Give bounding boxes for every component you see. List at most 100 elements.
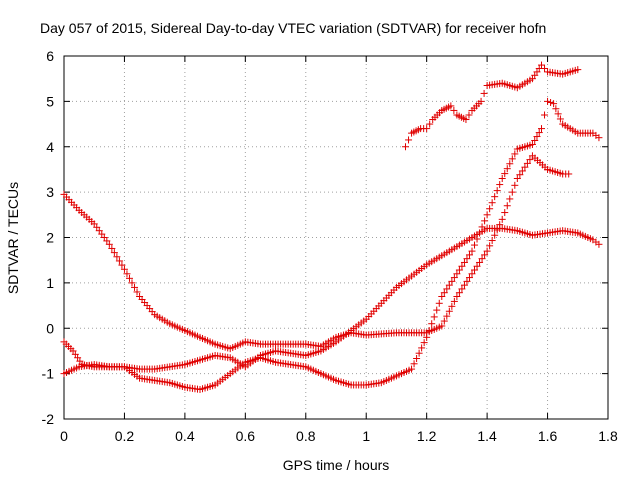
data-point — [535, 129, 543, 137]
y-tick-label: -1 — [42, 366, 55, 382]
data-point — [547, 99, 555, 107]
data-point — [503, 202, 511, 210]
data-point — [450, 297, 458, 305]
data-point — [501, 170, 509, 178]
data-point — [595, 134, 603, 142]
data-point — [506, 195, 514, 203]
data-point — [533, 133, 541, 141]
data-point — [574, 66, 582, 74]
data-point — [465, 251, 473, 259]
data-point — [426, 120, 434, 128]
data-point — [465, 274, 473, 282]
data-point — [450, 106, 458, 114]
data-point — [476, 258, 484, 266]
series-track-4 — [402, 61, 582, 151]
data-point — [531, 137, 539, 145]
data-point — [425, 327, 433, 335]
data-point — [526, 156, 534, 164]
data-point — [115, 257, 123, 265]
data-point — [488, 237, 496, 245]
x-axis-label: GPS time / hours — [283, 457, 390, 473]
data-point — [433, 306, 441, 314]
y-tick-label: 5 — [46, 93, 54, 109]
data-point — [443, 312, 451, 320]
data-point — [445, 281, 453, 289]
data-point — [465, 111, 473, 119]
x-tick-label: 0 — [60, 428, 68, 444]
data-point — [440, 317, 448, 325]
data-point — [478, 255, 486, 263]
data-point — [453, 270, 461, 278]
data-point — [481, 217, 489, 225]
data-point — [463, 255, 471, 263]
data-point — [108, 244, 116, 252]
x-tick-label: 0.4 — [175, 428, 195, 444]
data-point — [556, 115, 564, 123]
data-point — [491, 231, 499, 239]
data-point — [445, 307, 453, 315]
data-point — [462, 116, 470, 124]
data-point — [105, 240, 113, 248]
data-point — [518, 167, 526, 175]
data-point — [538, 125, 546, 133]
data-point — [508, 155, 516, 163]
data-markers — [60, 61, 603, 394]
series-track-2 — [60, 97, 603, 394]
x-tick-label: 0.8 — [296, 428, 316, 444]
data-point — [447, 102, 455, 110]
y-tick-label: 1 — [46, 275, 54, 291]
data-point — [528, 140, 536, 148]
data-point — [418, 344, 426, 352]
chart-title: Day 057 of 2015, Sidereal Day-to-day VTE… — [40, 20, 546, 36]
data-point — [110, 249, 118, 257]
data-point — [423, 333, 431, 341]
data-point — [440, 289, 448, 297]
data-point — [503, 165, 511, 173]
data-point — [460, 281, 468, 289]
data-point — [595, 240, 603, 248]
data-point — [402, 143, 410, 151]
data-point — [565, 170, 573, 178]
data-point — [498, 175, 506, 183]
data-point — [430, 313, 438, 321]
data-point — [420, 339, 428, 347]
data-point — [123, 270, 131, 278]
data-point — [443, 285, 451, 293]
y-axis-label: SDTVAR / TECUs — [5, 182, 21, 294]
x-tick-label: 1 — [362, 428, 370, 444]
data-point — [538, 61, 546, 69]
data-point — [460, 258, 468, 266]
data-point — [468, 247, 476, 255]
data-point — [552, 105, 560, 113]
data-point — [118, 261, 126, 269]
data-point — [523, 159, 531, 167]
series-track-1 — [60, 152, 573, 353]
data-point — [516, 171, 524, 179]
data-point — [473, 262, 481, 270]
data-point — [506, 160, 514, 168]
plot-frame — [63, 55, 609, 420]
data-point — [133, 288, 141, 296]
data-point — [458, 262, 466, 270]
x-tick-label: 0.6 — [236, 428, 256, 444]
data-point — [131, 283, 139, 291]
data-point — [410, 360, 418, 368]
y-tick-label: 2 — [46, 230, 54, 246]
data-point — [496, 181, 504, 189]
data-point — [435, 299, 443, 307]
x-tick-label: 1.4 — [477, 428, 497, 444]
data-point — [486, 242, 494, 250]
data-point — [128, 279, 136, 287]
data-point — [550, 100, 558, 108]
data-point — [125, 274, 133, 282]
data-point — [458, 285, 466, 293]
y-tick-label: 6 — [46, 48, 54, 64]
data-point — [541, 111, 549, 119]
data-point — [480, 89, 488, 97]
data-point — [508, 188, 516, 196]
data-point — [415, 349, 423, 357]
data-point — [450, 274, 458, 282]
data-point — [463, 277, 471, 285]
data-point — [438, 292, 446, 300]
data-point — [483, 211, 491, 219]
